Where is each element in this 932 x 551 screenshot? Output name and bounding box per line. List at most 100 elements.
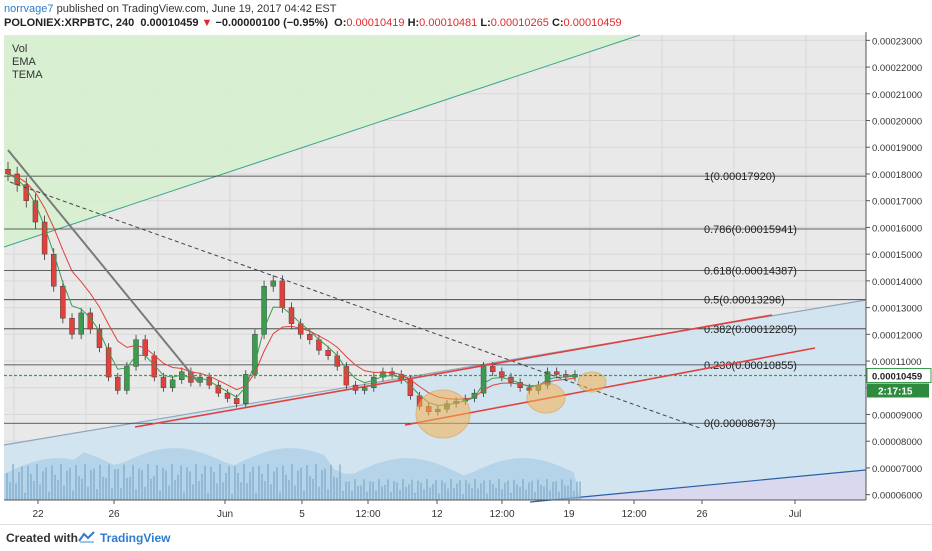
candle-body bbox=[325, 350, 331, 356]
volume-bar bbox=[390, 492, 392, 500]
volume-bar bbox=[318, 486, 320, 500]
volume-bar bbox=[57, 479, 59, 500]
author-link[interactable]: norrvage7 bbox=[4, 3, 54, 15]
volume-bar bbox=[9, 482, 11, 500]
countdown-text: 2:17:15 bbox=[878, 386, 913, 397]
volume-bar bbox=[561, 479, 563, 500]
volume-bar bbox=[18, 472, 20, 500]
publish-line: norrvage7 published on TradingView.com, … bbox=[4, 3, 337, 15]
candle-body bbox=[371, 376, 377, 388]
volume-bar bbox=[207, 492, 209, 500]
candle-body bbox=[133, 339, 139, 367]
fib-level-label: 1(0.00017920) bbox=[704, 171, 776, 183]
volume-bar bbox=[309, 475, 311, 500]
volume-bar bbox=[429, 487, 431, 500]
price-tick-label: 0.00012000 bbox=[872, 330, 922, 341]
volume-bar bbox=[558, 491, 560, 500]
volume-bar bbox=[12, 464, 14, 500]
highlight-ellipse bbox=[526, 382, 566, 414]
support-line-lower bbox=[404, 347, 816, 426]
volume-bar bbox=[501, 489, 503, 500]
volume-bar bbox=[486, 493, 488, 500]
volume-bar bbox=[396, 482, 398, 500]
volume-bar bbox=[180, 465, 182, 500]
tradingview-brand[interactable]: TradingView bbox=[100, 531, 171, 545]
volume-bar bbox=[123, 464, 125, 500]
volume-bar bbox=[543, 486, 545, 500]
volume-bar bbox=[108, 464, 110, 500]
time-tick-label: 22 bbox=[32, 509, 44, 520]
volume-bar bbox=[366, 491, 368, 500]
price-tick-label: 0.00007000 bbox=[872, 464, 922, 475]
candle-body bbox=[554, 371, 560, 375]
volume-bar bbox=[126, 477, 128, 500]
volume-bar bbox=[342, 490, 344, 500]
volume-bar bbox=[477, 488, 479, 500]
descending-trend-line bbox=[7, 149, 199, 383]
candle-body bbox=[124, 366, 130, 391]
candle-body bbox=[499, 371, 505, 378]
candle-body bbox=[160, 376, 167, 388]
volume-bar bbox=[423, 489, 425, 500]
volume-bar bbox=[453, 488, 455, 500]
candle-body bbox=[41, 221, 48, 255]
volume-bar bbox=[45, 467, 47, 500]
volume-bar bbox=[441, 480, 443, 500]
volume-bar bbox=[336, 477, 338, 500]
volume-bar bbox=[351, 490, 353, 500]
volume-bar bbox=[489, 479, 491, 500]
volume-bar bbox=[42, 471, 44, 500]
price-tick-label: 0.00021000 bbox=[872, 90, 922, 101]
volume-bar bbox=[237, 472, 239, 500]
time-tick-label: 12:00 bbox=[355, 509, 380, 520]
volume-bar bbox=[162, 467, 164, 500]
volume-bar bbox=[579, 481, 581, 500]
volume-bar bbox=[462, 493, 464, 500]
volume-bar bbox=[204, 465, 206, 500]
volume-bar bbox=[324, 468, 326, 500]
time-tick-label: 19 bbox=[563, 509, 575, 520]
volume-bar bbox=[480, 483, 482, 500]
volume-bar bbox=[99, 464, 101, 500]
volume-bar bbox=[432, 483, 434, 500]
volume-bar bbox=[573, 490, 575, 500]
footer: Created with TradingView bbox=[0, 524, 932, 551]
price-tick-label: 0.00013000 bbox=[872, 304, 922, 315]
candle-body bbox=[224, 392, 231, 399]
volume-bar bbox=[117, 469, 119, 500]
volume-bar bbox=[27, 465, 29, 500]
volume-bar bbox=[141, 469, 143, 500]
volume-bar bbox=[294, 485, 296, 500]
fib-level-label: 0.236(0.00010855) bbox=[704, 360, 797, 372]
volume-bar bbox=[495, 487, 497, 500]
volume-bar bbox=[36, 464, 38, 500]
highlight-ellipse bbox=[577, 371, 607, 393]
volume-bar bbox=[198, 480, 200, 500]
volume-bar bbox=[258, 465, 260, 500]
volume-bar bbox=[363, 479, 365, 500]
volume-bar bbox=[96, 489, 98, 500]
volume-bar bbox=[144, 486, 146, 500]
volume-bar bbox=[546, 479, 548, 500]
volume-bar bbox=[468, 483, 470, 500]
volume-bar bbox=[510, 492, 512, 500]
price-change: −0.00000100 (−0.95%) bbox=[215, 17, 329, 29]
volume-bar bbox=[402, 479, 404, 500]
volume-bar bbox=[33, 480, 35, 500]
volume-bar bbox=[399, 489, 401, 500]
ema-line bbox=[7, 173, 576, 400]
candle-body bbox=[5, 168, 11, 175]
price-chart[interactable]: 1(0.00017920) 0.786(0.00015941) 0.618(0.00… bbox=[0, 32, 932, 524]
down-arrow-icon: ▼ bbox=[201, 17, 213, 29]
volume-bar bbox=[120, 487, 122, 500]
volume-bar bbox=[555, 481, 557, 500]
volume-bar bbox=[417, 480, 419, 500]
volume-bar bbox=[138, 468, 140, 500]
volume-bar bbox=[186, 467, 188, 500]
volume-bar bbox=[210, 466, 212, 500]
volume-bar bbox=[288, 479, 290, 500]
volume-bar bbox=[522, 479, 524, 500]
fib-level-label: 0.382(0.00012205) bbox=[704, 324, 797, 336]
volume-bar bbox=[135, 489, 137, 500]
volume-bar bbox=[279, 491, 281, 500]
